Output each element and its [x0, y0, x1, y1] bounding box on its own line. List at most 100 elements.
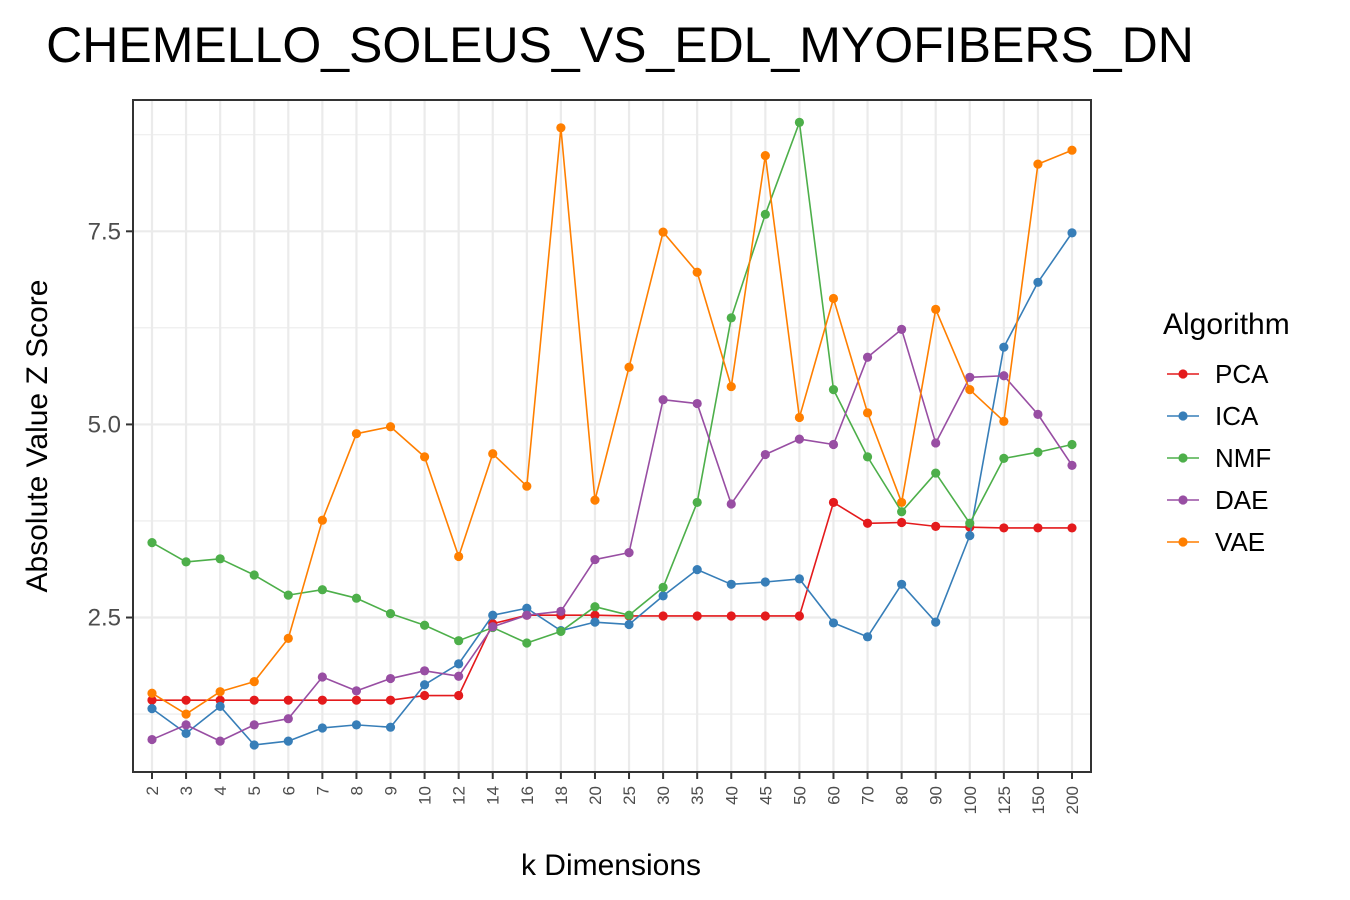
series-nmf [147, 117, 1077, 648]
x-tick-label: 2 [143, 786, 162, 795]
data-point-pca [181, 695, 191, 705]
data-point-nmf [556, 626, 566, 637]
legend-item-vae: VAE [1167, 527, 1265, 557]
data-point-ica [590, 617, 600, 627]
data-point-pca [454, 690, 464, 701]
data-point-pca [590, 610, 600, 620]
series-ica [147, 228, 1077, 750]
plot-series [147, 117, 1077, 750]
data-point-ica [692, 565, 702, 575]
data-point-nmf [317, 585, 327, 595]
x-tick-label: 60 [824, 786, 843, 805]
data-point-nmf [522, 638, 532, 648]
x-tick-label: 45 [756, 786, 775, 805]
data-point-ica [760, 577, 770, 587]
data-point-nmf [385, 609, 396, 619]
data-point-ica [999, 342, 1009, 352]
data-point-nmf [999, 453, 1009, 463]
data-point-nmf [249, 570, 259, 580]
data-point-ica [351, 720, 362, 730]
data-point-nmf [147, 537, 157, 548]
series-vae [147, 123, 1077, 719]
x-tick-label: 100 [961, 786, 980, 814]
data-point-ica [1067, 228, 1077, 238]
data-point-dae [215, 736, 225, 746]
data-point-nmf [215, 554, 225, 564]
data-point-ica [794, 574, 805, 584]
y-tick-label: 5.0 [88, 411, 121, 438]
x-tick-label: 3 [177, 786, 196, 795]
data-point-vae [1033, 159, 1043, 169]
legend-item-nmf: NMF [1167, 443, 1271, 473]
data-point-vae [522, 481, 532, 491]
legend-key-point [1178, 453, 1188, 463]
data-point-nmf [862, 452, 873, 462]
x-tick-label: 4 [211, 786, 230, 795]
data-point-nmf [624, 610, 634, 620]
data-point-ica [147, 704, 157, 714]
data-point-pca [692, 611, 702, 621]
legend-key-point [1178, 537, 1188, 547]
data-point-ica [828, 618, 839, 628]
legend-label: NMF [1215, 443, 1271, 473]
data-point-vae [590, 495, 600, 505]
data-point-pca [351, 695, 362, 705]
data-point-vae [658, 227, 668, 237]
data-point-nmf [931, 468, 941, 478]
data-point-vae [556, 123, 566, 133]
x-tick-label: 12 [450, 786, 469, 805]
x-tick-label: 30 [654, 786, 673, 805]
data-point-vae [488, 449, 498, 459]
x-tick-label: 18 [552, 786, 571, 805]
data-point-dae [488, 622, 498, 632]
x-tick-label: 25 [620, 786, 639, 805]
data-point-vae [794, 412, 805, 423]
data-point-dae [862, 352, 873, 362]
data-point-ica [215, 701, 225, 711]
data-point-vae [181, 709, 191, 719]
series-line-pca [152, 501, 1072, 701]
data-point-pca [1067, 523, 1077, 533]
data-point-pca [249, 695, 259, 705]
data-point-dae [351, 686, 362, 696]
legend-label: ICA [1215, 401, 1259, 431]
data-point-vae [897, 497, 907, 508]
data-point-vae [147, 688, 157, 698]
data-point-ica [181, 728, 191, 738]
data-point-ica [317, 723, 327, 733]
plot-grid [133, 100, 1091, 772]
series-line-vae [151, 127, 1073, 715]
data-point-pca [828, 497, 839, 508]
legend-key-point [1178, 369, 1188, 379]
data-point-nmf [1033, 447, 1043, 457]
legend: Algorithm PCA ICA NMF DAE VAE [1163, 308, 1290, 557]
data-point-pca [726, 611, 736, 621]
data-point-pca [794, 611, 805, 621]
legend-key-point [1178, 495, 1188, 505]
x-tick-label: 70 [859, 786, 878, 805]
data-point-ica [283, 736, 293, 746]
legend-label: PCA [1215, 359, 1269, 389]
data-point-vae [1067, 145, 1077, 155]
data-point-ica [1033, 277, 1043, 287]
series-line-ica [151, 232, 1073, 746]
series-line-nmf [151, 121, 1073, 644]
data-point-dae [1033, 409, 1043, 419]
data-point-pca [897, 517, 907, 528]
data-point-nmf [1067, 439, 1077, 450]
data-point-dae [658, 395, 668, 405]
series-dae [147, 324, 1077, 746]
data-point-pca [317, 695, 327, 705]
data-point-vae [454, 551, 464, 562]
data-point-ica [419, 680, 430, 690]
data-point-vae [351, 429, 362, 439]
y-axis-title: Absolute Value Z Score [21, 280, 54, 593]
y-tick-label: 7.5 [88, 218, 121, 245]
x-axis-title: k Dimensions [521, 849, 701, 882]
data-point-ica [658, 591, 668, 601]
data-point-vae [283, 633, 293, 643]
data-point-ica [965, 531, 975, 541]
data-point-dae [454, 671, 464, 681]
x-tick-label: 20 [586, 786, 605, 805]
